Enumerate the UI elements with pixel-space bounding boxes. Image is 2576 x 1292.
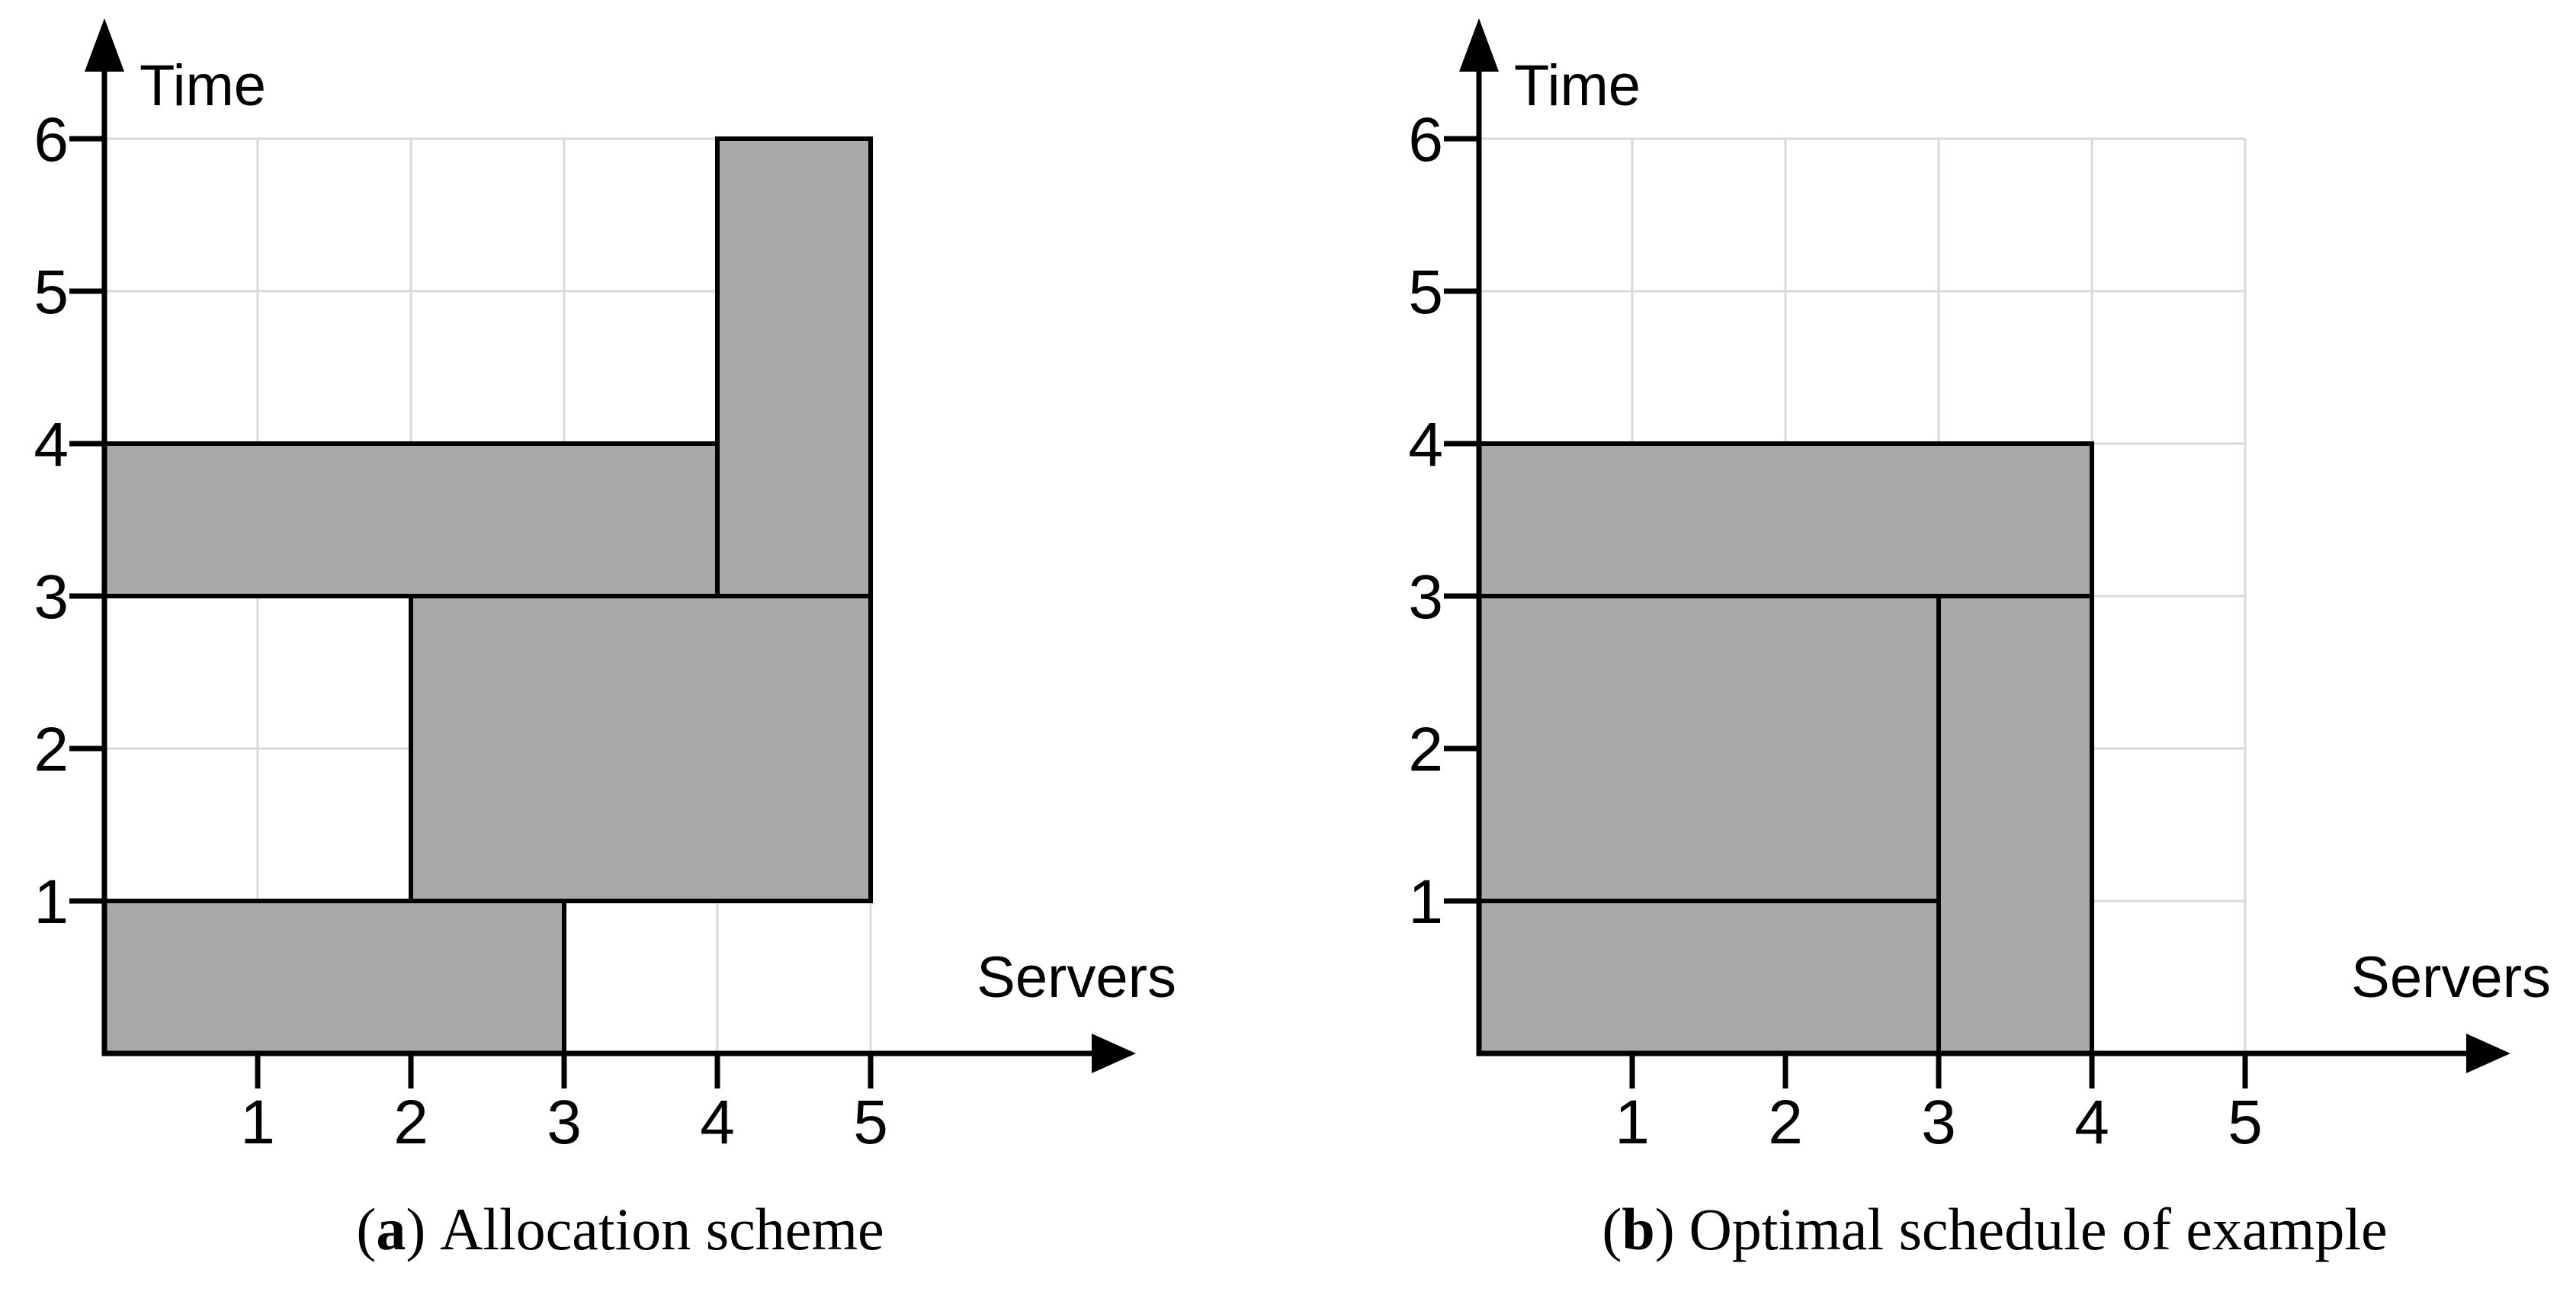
y-tick-label: 3 [1408,563,1443,632]
x-tick-label: 3 [1921,1088,1956,1157]
caption-a-label: a [376,1196,406,1262]
job-block [102,441,720,598]
y-axis-title: Time [140,53,266,118]
job-block [1477,594,1941,903]
job-block [409,594,873,903]
y-tick-label: 2 [1408,715,1443,784]
chart-svg-a: 1 2 3 4 5 1 2 3 4 5 6 Time Servers [34,18,1176,1157]
y-axis-arrow [85,18,124,72]
caption-b-prefix: ( [1602,1196,1622,1262]
x-tick-label: 4 [2074,1088,2109,1157]
y-tick-label: 4 [34,410,69,479]
x-tick-label: 1 [240,1088,275,1157]
axes [1444,18,2510,1088]
job-block [1936,594,2094,1056]
job-block [1477,441,2094,598]
axes [69,18,1136,1088]
x-axis-arrow [2466,1034,2510,1073]
y-axis-title: Time [1514,53,1641,118]
chart-a: 1 2 3 4 5 1 2 3 4 5 6 Time Servers [0,0,1201,1292]
x-tick-label: 3 [547,1088,582,1157]
chart-text: 1 2 3 4 5 1 2 3 4 5 6 Time Servers [1408,53,2551,1157]
caption-a-prefix: ( [356,1196,377,1262]
y-tick-label: 3 [34,563,69,632]
caption-b-suffix: ) [1654,1196,1675,1262]
caption-b-label: b [1622,1196,1655,1262]
y-tick-label: 5 [34,258,69,327]
x-tick-label: 1 [1615,1088,1650,1157]
x-tick-label: 5 [853,1088,888,1157]
y-tick-label: 6 [34,105,69,175]
x-axis-title: Servers [2351,945,2551,1010]
x-tick-label: 4 [700,1088,735,1157]
y-axis-arrow [1459,18,1499,72]
y-tick-label: 5 [1408,258,1443,327]
y-tick-label: 4 [1408,410,1443,479]
job-blocks [102,136,873,1056]
job-block [1477,899,1941,1056]
job-block [715,136,873,598]
x-tick-label: 2 [1768,1088,1803,1157]
x-tick-label: 2 [393,1088,428,1157]
y-tick-label: 1 [1408,867,1443,937]
caption-a-suffix: ) [406,1196,426,1262]
chart-svg-b: 1 2 3 4 5 1 2 3 4 5 6 Time Servers [1408,18,2551,1157]
chart-text: 1 2 3 4 5 1 2 3 4 5 6 Time Servers [34,53,1176,1157]
x-axis-title: Servers [977,945,1176,1010]
y-tick-label: 1 [34,867,69,937]
caption-b-text: Optimal schedule of example [1689,1196,2388,1262]
job-blocks [1477,441,2094,1056]
panel-b: 1 2 3 4 5 1 2 3 4 5 6 Time Servers (b) Optimal schedu… [1375,0,2576,1292]
y-tick-label: 2 [34,715,69,784]
panel-a: 1 2 3 4 5 1 2 3 4 5 6 Time Servers (a) Allocation sch… [0,0,1201,1292]
caption-a: (a) Allocation scheme [104,1195,1136,1264]
job-block [102,899,566,1056]
x-tick-label: 5 [2228,1088,2263,1157]
caption-a-text: Allocation scheme [440,1196,884,1262]
y-tick-label: 6 [1408,105,1443,175]
chart-b: 1 2 3 4 5 1 2 3 4 5 6 Time Servers [1375,0,2576,1292]
caption-b: (b) Optimal schedule of example [1479,1195,2510,1264]
x-axis-arrow [1092,1034,1136,1073]
